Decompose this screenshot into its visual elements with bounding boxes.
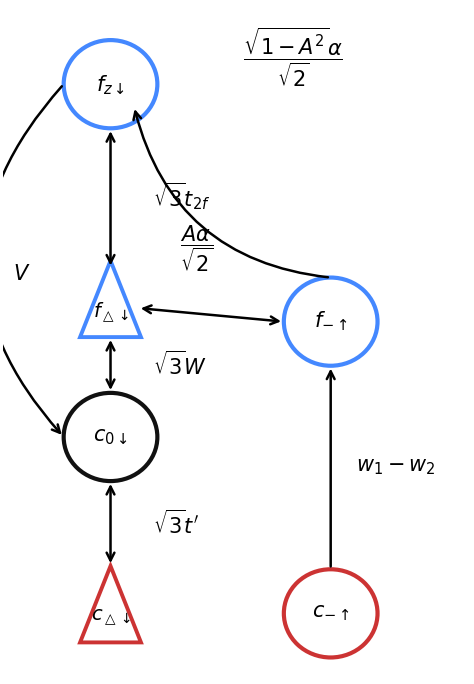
Text: $f_{z\downarrow}$: $f_{z\downarrow}$ [96,73,125,96]
Text: $c_{\triangle\downarrow}$: $c_{\triangle\downarrow}$ [91,607,130,627]
Text: $\dfrac{A\alpha}{\sqrt{2}}$: $\dfrac{A\alpha}{\sqrt{2}}$ [180,223,213,274]
Text: $\sqrt{3}W$: $\sqrt{3}W$ [153,351,207,379]
FancyArrowPatch shape [134,111,328,277]
FancyArrowPatch shape [0,86,62,433]
Text: $\sqrt{3}t_{2f}$: $\sqrt{3}t_{2f}$ [153,180,210,212]
Text: $f_{-\uparrow}$: $f_{-\uparrow}$ [314,310,347,333]
Text: $\sqrt{3}t'$: $\sqrt{3}t'$ [153,510,199,538]
Text: $f_{\triangle\downarrow}$: $f_{\triangle\downarrow}$ [92,300,128,324]
Text: $w_1-w_2$: $w_1-w_2$ [356,458,436,477]
Text: $V$: $V$ [13,264,30,284]
Text: $c_{-\uparrow}$: $c_{-\uparrow}$ [312,603,350,623]
Text: $\dfrac{\sqrt{1-A^2}\alpha}{\sqrt{2}}$: $\dfrac{\sqrt{1-A^2}\alpha}{\sqrt{2}}$ [243,25,343,89]
Text: $c_{0\downarrow}$: $c_{0\downarrow}$ [93,428,128,447]
